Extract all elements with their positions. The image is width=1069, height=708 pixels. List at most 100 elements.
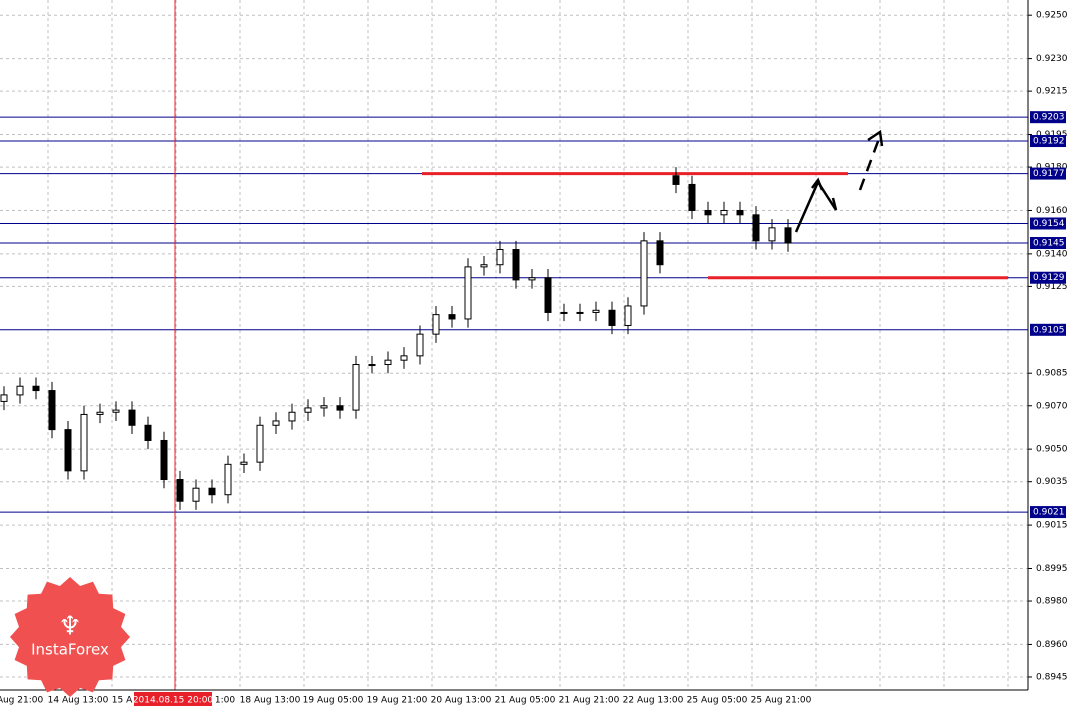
- candle-body: [240, 461, 248, 465]
- candle-body: [736, 209, 744, 216]
- level-label: 0.9021: [1033, 508, 1065, 518]
- candle-body: [112, 409, 120, 413]
- watermark: InstaForex: [31, 641, 109, 659]
- candle-body: [272, 420, 280, 426]
- level-label: 0.9129: [1033, 273, 1065, 283]
- candles: [0, 167, 792, 510]
- x-tick-label: Aug 21:00: [0, 696, 43, 706]
- y-tick-label: 0.9125: [1036, 282, 1068, 292]
- candle-body: [64, 429, 72, 472]
- candle-body: [160, 439, 168, 481]
- candle-body: [496, 249, 504, 266]
- candle-body: [608, 309, 616, 326]
- y-tick-label: 0.9215: [1036, 87, 1068, 97]
- level-label-bg: [1030, 323, 1066, 336]
- logo-badge: [10, 577, 130, 697]
- candle-body: [624, 305, 632, 326]
- candle-body: [400, 355, 408, 361]
- candle-body: [80, 413, 88, 472]
- x-tick-label: 15 A: [112, 696, 133, 706]
- y-tick-label: 0.9230: [1036, 54, 1068, 64]
- candle-body: [752, 214, 760, 242]
- y-tick-label: 0.8945: [1036, 672, 1068, 682]
- y-tick-label: 0.9195: [1036, 130, 1068, 140]
- candle-body: [0, 394, 8, 402]
- y-tick-label: 0.9180: [1036, 163, 1068, 173]
- x-tick-label: 14 Aug 13:00: [48, 696, 109, 706]
- y-tick-label: 0.9140: [1036, 249, 1068, 259]
- logo: ♆ InstaForex: [10, 577, 130, 697]
- y-tick-label: 0.9015: [1036, 521, 1068, 531]
- grid: [0, 0, 1028, 690]
- candle-body: [336, 405, 344, 411]
- candle-body: [656, 240, 664, 266]
- x-tick-label: 20 Aug 13:00: [431, 696, 492, 706]
- arrow-head: [811, 177, 824, 191]
- level-label-bg: [1030, 167, 1066, 180]
- level-label-bg: [1030, 217, 1066, 230]
- candle-body: [432, 314, 440, 335]
- candle-body: [672, 175, 680, 185]
- y-tick-label: 0.9250: [1036, 11, 1068, 21]
- y-tick-label: 0.9050: [1036, 445, 1068, 455]
- candle-body: [176, 479, 184, 502]
- level-label-bg: [1030, 271, 1066, 284]
- candle-body: [288, 411, 296, 422]
- candle-body: [384, 359, 392, 366]
- forecast-arrows: [794, 129, 884, 233]
- level-label: 0.9203: [1033, 113, 1065, 123]
- cursor-label-bg: [134, 692, 212, 706]
- candle-body: [48, 390, 56, 431]
- level-label-bg: [1030, 506, 1066, 519]
- candle-body: [304, 407, 312, 413]
- x-tick-label: 22 Aug 13:00: [623, 696, 684, 706]
- candle-body: [640, 240, 648, 307]
- candle-body: [416, 333, 424, 357]
- candle-body: [208, 487, 216, 496]
- candle-body: [480, 264, 488, 268]
- y-tick-label: 0.8995: [1036, 564, 1068, 574]
- y-tick-label: 0.9035: [1036, 477, 1068, 487]
- level-label: 0.9154: [1033, 219, 1065, 229]
- candle-body: [544, 277, 552, 313]
- candle-body: [32, 385, 40, 392]
- x-tick-label: 19 Aug 05:00: [303, 696, 364, 706]
- x-tick-label: 1:00: [215, 696, 235, 706]
- level-label: 0.9177: [1033, 169, 1065, 179]
- y-tick-label: 0.8960: [1036, 640, 1068, 650]
- x-tick-label: 25 Aug 05:00: [687, 696, 748, 706]
- x-tick-label: 25 Aug 21:00: [751, 696, 812, 706]
- x-tick-label: 18 Aug 13:00: [240, 696, 301, 706]
- x-tick-label: 21 Aug 21:00: [559, 696, 620, 706]
- arrow-path: [831, 197, 838, 211]
- candle-body: [560, 311, 568, 314]
- y-tick-label: 0.9070: [1036, 401, 1068, 411]
- candle-body: [448, 314, 456, 320]
- candle-body: [16, 385, 24, 396]
- level-label-bg: [1030, 237, 1066, 250]
- logo-icon: ♆: [58, 612, 81, 642]
- candle-body: [592, 309, 600, 313]
- level-label: 0.9105: [1033, 325, 1065, 335]
- candle-body: [128, 409, 136, 426]
- y-tick-label: 0.9160: [1036, 206, 1068, 216]
- candle-body: [352, 364, 360, 411]
- y-tick-label: 0.9085: [1036, 369, 1068, 379]
- y-tick-label: 0.8980: [1036, 597, 1068, 607]
- candle-body: [96, 411, 104, 415]
- arrow-head: [867, 129, 884, 147]
- levels: [0, 116, 1028, 513]
- candle-body: [784, 227, 792, 244]
- candle-body: [768, 227, 776, 242]
- candle-body: [256, 424, 264, 463]
- level-label: 0.9145: [1033, 239, 1065, 249]
- candle-body: [320, 405, 328, 409]
- candle-body: [720, 209, 728, 216]
- candle-body: [368, 364, 376, 367]
- candle-body: [688, 183, 696, 211]
- candle-body: [528, 277, 536, 281]
- candle-body: [576, 311, 584, 314]
- level-label-bg: [1030, 111, 1066, 124]
